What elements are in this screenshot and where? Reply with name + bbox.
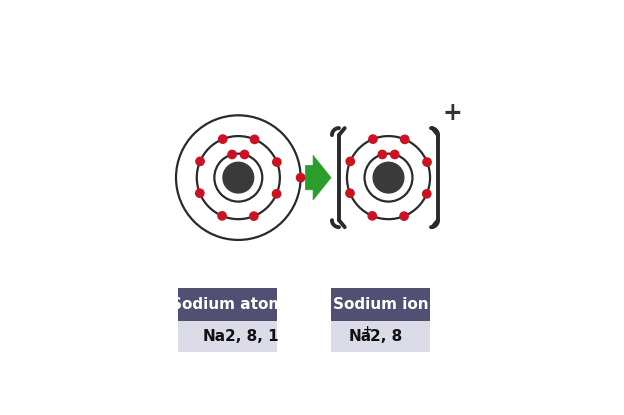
Circle shape (273, 158, 281, 166)
Circle shape (400, 212, 408, 220)
Text: +: + (363, 325, 372, 334)
Text: +: + (443, 101, 462, 125)
FancyBboxPatch shape (331, 288, 430, 321)
Circle shape (228, 150, 236, 159)
Circle shape (196, 157, 204, 166)
Polygon shape (305, 155, 331, 200)
Text: 2, 8, 1: 2, 8, 1 (225, 329, 279, 344)
Text: Na: Na (202, 329, 225, 344)
Circle shape (346, 189, 354, 198)
Circle shape (346, 157, 354, 166)
Circle shape (373, 162, 404, 193)
Text: Sodium atom: Sodium atom (170, 297, 284, 312)
Circle shape (369, 135, 377, 143)
Circle shape (422, 190, 431, 198)
Circle shape (401, 135, 409, 144)
Circle shape (240, 150, 249, 159)
Circle shape (368, 212, 376, 220)
Circle shape (218, 212, 227, 220)
Text: Sodium ion: Sodium ion (333, 297, 428, 312)
FancyBboxPatch shape (178, 288, 276, 321)
Text: 2, 8: 2, 8 (369, 329, 402, 344)
Circle shape (423, 158, 431, 166)
FancyBboxPatch shape (178, 321, 276, 352)
Circle shape (250, 212, 258, 220)
Circle shape (223, 162, 253, 193)
Circle shape (250, 135, 259, 144)
Circle shape (218, 135, 227, 143)
Circle shape (378, 150, 386, 159)
Text: Na: Na (349, 329, 372, 344)
Circle shape (273, 190, 281, 198)
Circle shape (296, 173, 305, 182)
FancyBboxPatch shape (331, 321, 430, 352)
Circle shape (196, 189, 204, 198)
Circle shape (391, 150, 399, 159)
